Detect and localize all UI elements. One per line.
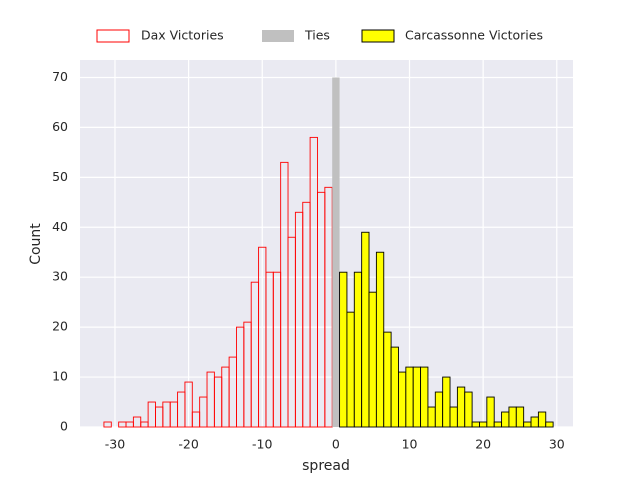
bar (501, 411, 510, 428)
bar (479, 421, 488, 428)
x-tick-label: 30 (549, 437, 565, 452)
bar (368, 291, 377, 428)
bar (449, 406, 458, 428)
legend-label: Carcassonne Victories (405, 28, 543, 43)
bar (375, 251, 385, 428)
bar (464, 391, 473, 428)
bar (420, 366, 429, 428)
y-tick-label: 30 (52, 269, 68, 284)
bar (361, 231, 370, 428)
x-tick-label: 20 (475, 437, 491, 452)
bar (471, 421, 480, 428)
y-tick-label: 0 (60, 419, 68, 434)
bar (184, 381, 193, 428)
x-axis-label: spread (302, 458, 350, 474)
legend-swatch (96, 29, 130, 43)
bar (405, 366, 414, 428)
bar (537, 411, 547, 428)
legend-label: Ties (304, 28, 330, 43)
bar (442, 376, 451, 428)
bar (390, 346, 399, 428)
legend-swatch (262, 30, 294, 42)
bar (515, 406, 525, 428)
x-tick-label: 0 (332, 437, 340, 452)
y-tick-label: 40 (52, 219, 68, 234)
bar (456, 386, 466, 428)
bar (508, 406, 517, 428)
bar (486, 396, 495, 428)
x-tick-label: 10 (402, 437, 418, 452)
y-tick-label: 60 (52, 119, 68, 134)
bar (103, 421, 112, 428)
bar (523, 421, 532, 428)
y-tick-label: 70 (52, 69, 68, 84)
legend-label: Dax Victories (141, 28, 224, 43)
bar (493, 421, 503, 428)
x-tick-label: -30 (105, 437, 125, 452)
x-tick-label: -10 (252, 437, 272, 452)
bar (346, 311, 355, 428)
bar (383, 331, 392, 428)
bar (427, 406, 436, 428)
y-tick-label: 50 (52, 169, 68, 184)
y-axis-label: Count (28, 223, 44, 265)
bar (332, 77, 340, 427)
x-tick-label: -20 (178, 437, 198, 452)
bar (530, 416, 539, 428)
y-tick-label: 20 (52, 319, 68, 334)
bar (398, 371, 407, 428)
bar (412, 366, 422, 428)
bar (545, 421, 554, 428)
bar (339, 271, 348, 428)
bar (353, 271, 363, 428)
legend-swatch (361, 29, 395, 43)
bar (434, 391, 444, 428)
plot-area (80, 60, 573, 427)
y-tick-label: 10 (52, 369, 68, 384)
